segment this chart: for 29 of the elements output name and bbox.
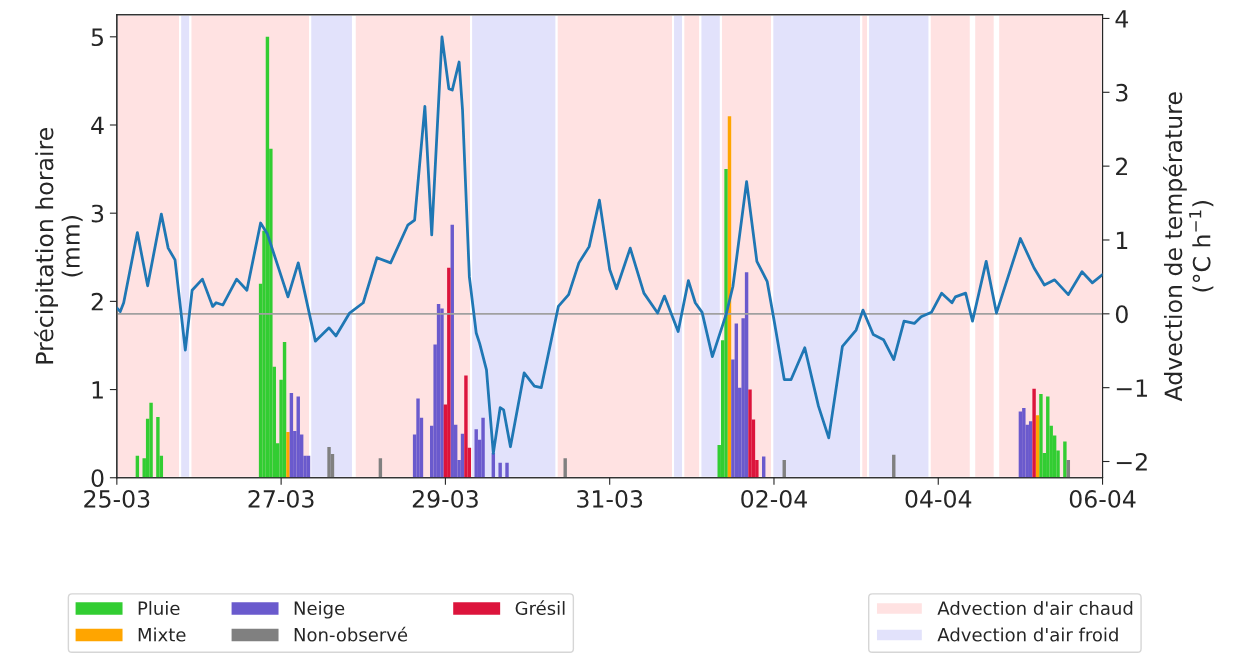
legend-label: Non-observé [294,626,408,642]
x-tick-label: 25-03 [84,489,150,508]
y-tick-label: 5 [91,28,103,47]
y2-tick-label: 4 [1115,10,1129,28]
y-tick-label: 4 [91,116,104,134]
y-axis-title: Précipitation horaire (mm) [34,128,83,364]
x-tick-label: 04-04 [905,489,972,508]
y2-tick-label: 1 [1116,231,1128,249]
legend-label: Grésil [515,600,565,616]
y2-tick-label: 3 [1116,83,1128,102]
y2-axis-title: Advection de température (°C h$^{−1}$) [1163,92,1214,402]
y2-tick-label: −2 [1116,452,1147,471]
legend-label: Advection d'air froid [937,627,1118,642]
x-tick-label: 27-03 [248,489,314,508]
y-tick-label: 1 [92,381,103,399]
y2-tick-label: 2 [1116,157,1127,176]
x-tick-label: 06-04 [1069,489,1136,508]
y2-tick-label: 0 [1115,305,1128,324]
y-tick-label: 2 [91,292,103,311]
legend-label: Neige [294,601,345,619]
x-tick-label: 29-03 [412,489,478,508]
y-tick-label: 0 [91,469,104,488]
x-tick-label: 31-03 [577,489,643,508]
y-tick-label: 3 [91,204,104,223]
legend-label: Pluie [138,601,180,616]
legend-label: Mixte [138,627,186,642]
y2-tick-label: −1 [1116,379,1147,397]
legend-label: Advection d'air chaud [937,601,1133,616]
x-tick-label: 02-04 [741,489,807,508]
